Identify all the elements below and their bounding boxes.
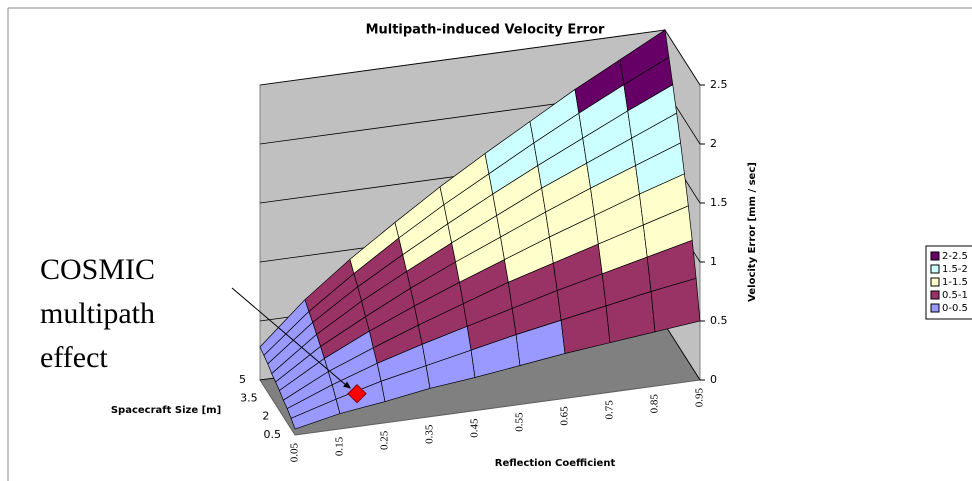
- x-tick-label: 0.85: [649, 394, 661, 414]
- annotation: COSMIC: [40, 253, 155, 286]
- z-tick-label: 0.5: [710, 314, 728, 327]
- legend-swatch: [930, 303, 940, 313]
- depth-tick-label: 2: [262, 410, 269, 423]
- x-axis-title: Reflection Coefficient: [495, 458, 616, 469]
- legend-swatch: [930, 264, 940, 274]
- x-tick-label: 0.25: [379, 430, 391, 450]
- legend-swatch: [930, 251, 940, 261]
- z-tick-label: 0: [710, 373, 717, 386]
- z-tick-label: 2: [710, 137, 717, 150]
- arrowhead: [343, 381, 352, 389]
- depth-tick-label: 0.5: [264, 428, 282, 441]
- z-tick-label: 1: [710, 255, 717, 268]
- chart-title: Multipath-induced Velocity Error: [366, 23, 605, 38]
- z-tick-label: 2.5: [710, 78, 728, 91]
- x-tick-label: 0.35: [424, 424, 436, 444]
- z-axis-title: Velocity Error [mm / sec]: [747, 162, 758, 302]
- annotation: multipath: [40, 297, 155, 330]
- x-tick-label: 0.65: [559, 406, 571, 426]
- legend-label: 2-2.5: [942, 251, 968, 262]
- legend-label: 1-1.5: [942, 277, 968, 288]
- z-tick-label: 1.5: [710, 196, 728, 209]
- legend-label: 1.5-2: [942, 264, 968, 275]
- x-tick-label: 0.05: [289, 443, 301, 463]
- surface-cell: [650, 277, 701, 333]
- legend-label: 0-0.5: [942, 303, 968, 314]
- legend-swatch: [930, 290, 940, 300]
- depth-tick-label: 5: [239, 373, 246, 386]
- leader-line: [231, 287, 350, 389]
- x-tick-label: 0.55: [514, 412, 526, 432]
- marker: [347, 383, 367, 404]
- x-tick-label: 0.15: [334, 436, 346, 456]
- depth-tick-label: 3.5: [240, 391, 258, 404]
- depth-axis-title: Spacecraft Size [m]: [111, 405, 221, 416]
- x-tick-label: 0.95: [694, 388, 706, 408]
- annotation: effect: [40, 341, 108, 374]
- legend-label: 0.5-1: [942, 290, 968, 301]
- x-tick-label: 0.75: [604, 400, 616, 420]
- x-tick-label: 0.45: [469, 418, 481, 438]
- legend-swatch: [930, 277, 940, 287]
